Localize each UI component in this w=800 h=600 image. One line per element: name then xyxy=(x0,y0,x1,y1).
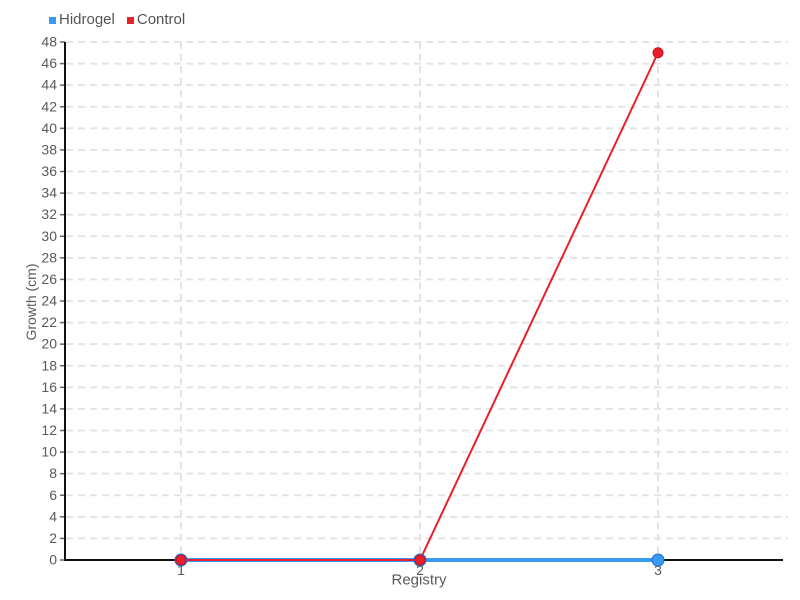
y-tick-label: 2 xyxy=(49,530,57,546)
y-tick-label: 14 xyxy=(41,400,57,416)
y-tick-label: 48 xyxy=(41,34,57,50)
legend-label-hidrogel: Hidrogel xyxy=(59,11,115,28)
y-tick-label: 34 xyxy=(41,185,57,201)
y-tick-label: 46 xyxy=(41,55,57,71)
y-tick-label: 36 xyxy=(41,163,57,179)
x-tick-label: 2 xyxy=(416,562,424,578)
legend-swatch-hidrogel-icon xyxy=(49,16,56,24)
y-tick-label: 8 xyxy=(49,465,57,481)
y-tick-label: 12 xyxy=(41,422,57,438)
y-tick-label: 24 xyxy=(41,293,57,309)
chart-legend: Hidrogel Control xyxy=(49,12,185,28)
legend-swatch-control-icon xyxy=(126,16,134,24)
y-tick-label: 16 xyxy=(41,379,57,395)
y-tick-label: 10 xyxy=(41,444,57,460)
y-tick-label: 20 xyxy=(41,336,57,352)
y-tick-label: 22 xyxy=(41,314,57,330)
x-tick-label: 1 xyxy=(177,562,185,578)
y-tick-label: 4 xyxy=(49,508,57,524)
x-axis-title: Registry xyxy=(391,571,447,589)
y-tick-label: 44 xyxy=(41,77,57,93)
data-point-control xyxy=(414,554,426,566)
y-tick-label: 18 xyxy=(41,357,57,373)
y-tick-label: 26 xyxy=(41,271,57,287)
legend-item-control[interactable]: Control xyxy=(126,11,186,28)
x-tick-label: 3 xyxy=(654,562,662,578)
y-tick-label: 42 xyxy=(41,98,57,114)
data-point-control xyxy=(652,47,664,59)
y-tick-label: 28 xyxy=(41,249,57,265)
y-tick-label: 32 xyxy=(41,206,57,222)
legend-label-control: Control xyxy=(136,11,186,28)
y-tick-label: 40 xyxy=(41,120,57,136)
y-tick-label: 0 xyxy=(49,552,57,568)
y-tick-label: 30 xyxy=(41,228,57,244)
data-point-control xyxy=(175,554,187,566)
legend-item-hidrogel[interactable]: Hidrogel xyxy=(49,12,115,28)
y-tick-label: 38 xyxy=(41,141,57,157)
data-point-hidrogel xyxy=(651,553,665,567)
y-tick-label: 6 xyxy=(49,487,57,503)
